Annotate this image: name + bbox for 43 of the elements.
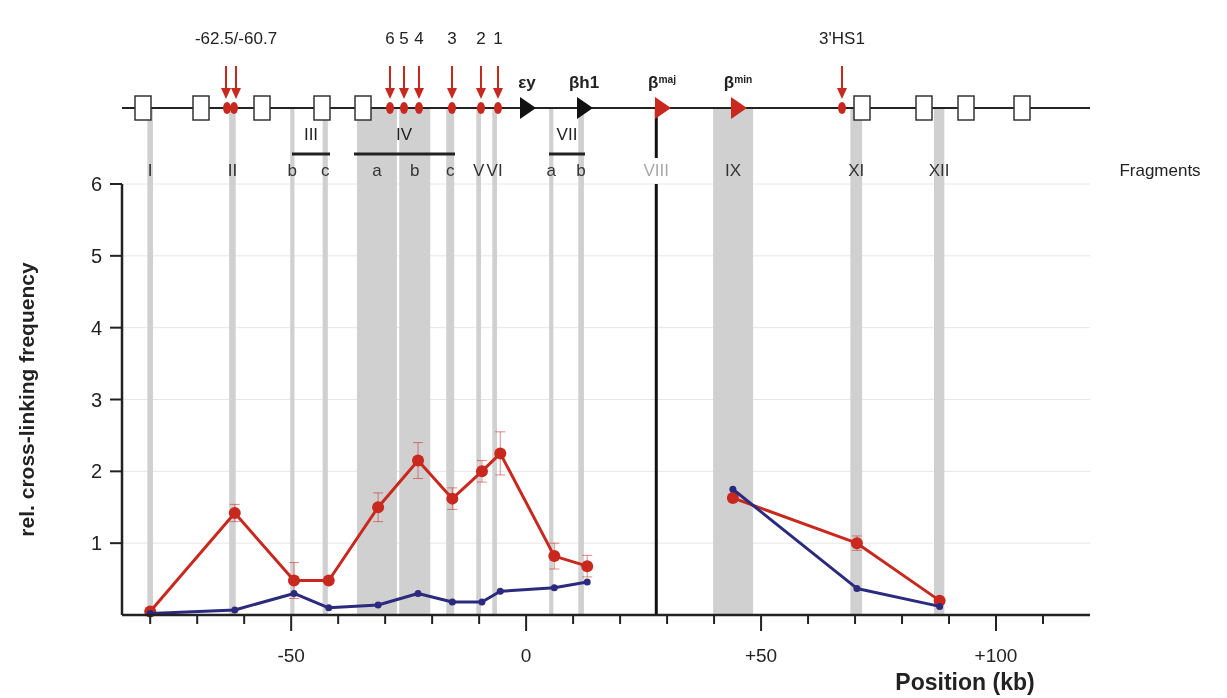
text: 3 [447,29,457,48]
y-tick-label: 5 [90,244,102,267]
text: III [303,125,319,144]
text: VII [556,125,578,144]
text: 5 [399,29,409,48]
y-tick-label: 6 [90,173,102,195]
band-label: VI [486,161,503,180]
band-label: XI [848,161,865,180]
y-axis-title: rel. cross-linking frequency [15,262,38,537]
x-tick-label: +50 [744,645,778,666]
text: 1 [493,29,503,48]
text: εy [518,73,537,92]
band-label: c [445,161,455,180]
ref-line-label: VIII [643,161,670,180]
band-label: XII [928,161,950,180]
band-label: b [410,161,420,180]
band-label: I [147,161,153,180]
text: -62.5/-60.7 [194,29,278,48]
y-tick-label: 2 [90,460,102,483]
band-label: a [372,161,383,180]
x-tick-label: +100 [974,645,1018,666]
text: 4 [414,29,424,48]
text: β$^{maj}$ [648,73,677,92]
band-label: a [546,161,557,180]
text: β$^{min}$ [723,73,753,92]
band-label: b [576,161,586,180]
band-label: c [320,161,330,180]
text: 2 [476,29,486,48]
y-tick-label: 1 [90,532,102,555]
text: βh1 [568,73,600,92]
text: IV [395,125,413,144]
x-tick-label: -50 [277,645,305,666]
text: Fragments [1119,161,1201,180]
x-tick-label: 0 [520,645,532,666]
band-label: b [287,161,298,180]
x-axis-title: Position (kb) [895,669,1035,695]
y-tick-label: 4 [90,316,102,339]
band-label: V [472,161,485,180]
band-label: II [227,161,238,180]
band-label: IX [725,161,742,180]
text: 6 [385,29,395,48]
text: 3'HS1 [819,29,865,48]
y-tick-label: 3 [90,388,102,411]
